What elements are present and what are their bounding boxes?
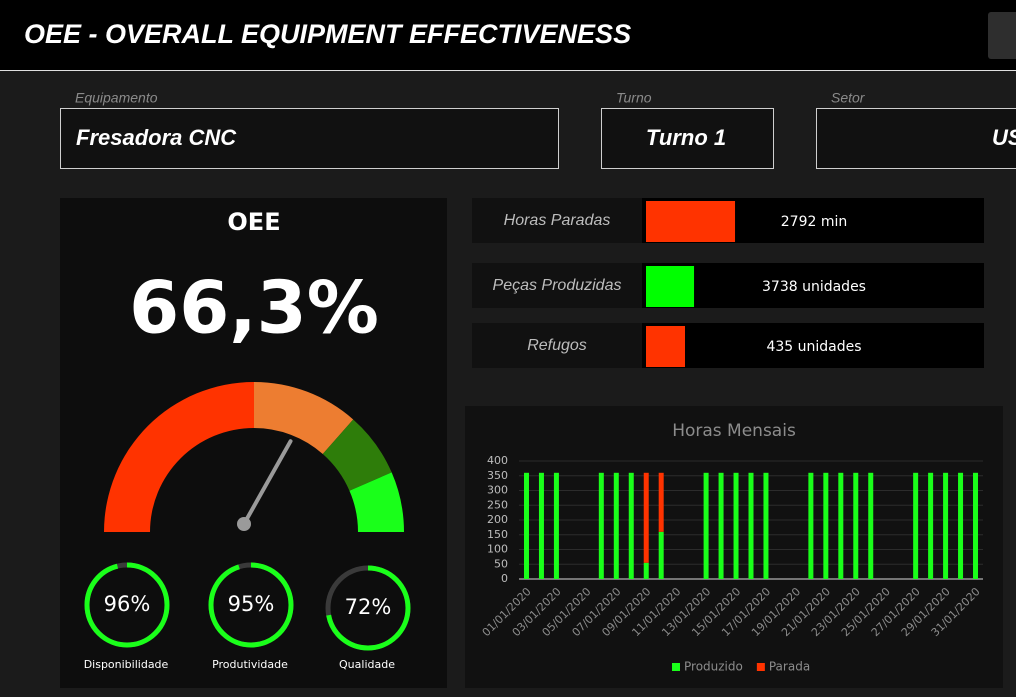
bar-segment	[598, 472, 604, 579]
bar-segment	[643, 472, 649, 563]
filter-label: Setor	[831, 90, 866, 106]
oee-title: OEE	[227, 208, 280, 236]
bar-segment	[928, 472, 934, 579]
bar-segment	[658, 472, 664, 532]
bar-segment	[643, 562, 649, 579]
bar-segment	[943, 472, 949, 579]
filter-box[interactable]	[816, 108, 1016, 169]
bar-segment	[733, 472, 739, 579]
filter-label: Turno	[616, 90, 652, 106]
bar-segment	[553, 472, 559, 579]
filter-label: Equipamento	[75, 90, 158, 106]
indicator-arc	[325, 565, 411, 651]
kpi-label-box	[472, 198, 642, 243]
filter-value: Turno 1	[646, 125, 726, 150]
kpi-value: 435 unidades	[766, 339, 861, 355]
y-tick-label: 200	[487, 513, 508, 526]
kpis: Horas Paradas 2792 min Peças Produzidas 373…	[472, 198, 984, 368]
filter-box[interactable]	[601, 108, 774, 169]
bar-segment	[808, 472, 814, 579]
indicators: 96% Disponibilidade 95% Produtividade 72% Qua…	[84, 562, 411, 671]
gauge	[104, 382, 404, 532]
y-tick-label: 0	[501, 572, 508, 585]
y-tick-label: 100	[487, 543, 508, 556]
bar-segment	[628, 472, 634, 579]
indicator-name: Produtividade	[212, 658, 288, 671]
bar-segment	[718, 472, 724, 579]
y-tick-label: 50	[494, 557, 508, 570]
gauge-zone	[349, 472, 404, 532]
indicator-value: 95%	[228, 592, 275, 616]
gauge-needle	[242, 439, 293, 526]
header-title: OEE - OVERALL EQUIPMENT EFFECTIVENESS	[24, 19, 631, 49]
bar-segment	[748, 472, 754, 579]
indicator-name: Qualidade	[339, 658, 395, 671]
kpi-label-box	[472, 323, 642, 368]
chart-title: Horas Mensais	[672, 421, 796, 441]
filter-value: US	[992, 125, 1016, 150]
y-tick-label: 350	[487, 469, 508, 482]
gauge-zone	[104, 382, 254, 532]
filter-box[interactable]	[60, 108, 559, 169]
gauge-zone	[322, 419, 392, 491]
indicator-arc	[84, 562, 170, 648]
y-tick-label: 250	[487, 498, 508, 511]
bar-segment	[913, 472, 919, 579]
kpi-name: Refugos	[527, 337, 587, 354]
kpi-value: 3738 unidades	[762, 279, 866, 295]
bar-segment	[523, 472, 529, 579]
bar-segment	[958, 472, 964, 579]
bar-segment	[973, 472, 979, 579]
legend-swatch	[756, 663, 765, 671]
gauge-zone	[254, 382, 354, 454]
indicator-value: 72%	[345, 595, 392, 619]
y-tick-label: 400	[487, 454, 508, 467]
indicator-name: Disponibilidade	[84, 658, 169, 671]
filter-value: Fresadora CNC	[76, 125, 237, 150]
gauge-pivot	[237, 517, 251, 531]
kpi-name: Peças Produzidas	[493, 277, 622, 294]
kpi-value: 2792 min	[781, 214, 847, 230]
header-button[interactable]	[988, 12, 1016, 59]
kpi-name: Horas Paradas	[504, 212, 611, 229]
bar-segment	[868, 472, 874, 579]
kpi-bar	[646, 201, 736, 242]
y-tick-label: 150	[487, 528, 508, 541]
bar-segment	[613, 472, 619, 579]
header-bar	[0, 0, 1016, 70]
indicator-value: 96%	[104, 592, 151, 616]
bar-segment	[838, 472, 844, 579]
bar-segment	[658, 531, 664, 579]
kpi-bar	[646, 266, 695, 307]
bar-segment	[538, 472, 544, 579]
kpi-bar	[646, 326, 685, 367]
legend-label: Produzido	[684, 660, 743, 674]
bar-segment	[823, 472, 829, 579]
bar-segment	[763, 472, 769, 579]
y-tick-label: 300	[487, 484, 508, 497]
oee-value: 66,3%	[129, 266, 379, 350]
bar-segment	[853, 472, 859, 579]
oee-panel	[60, 198, 447, 688]
indicator-arc	[208, 562, 294, 648]
legend-label: Parada	[769, 660, 810, 674]
bar-segment	[703, 472, 709, 579]
kpi-label-box	[472, 263, 642, 308]
legend-swatch	[672, 663, 680, 671]
